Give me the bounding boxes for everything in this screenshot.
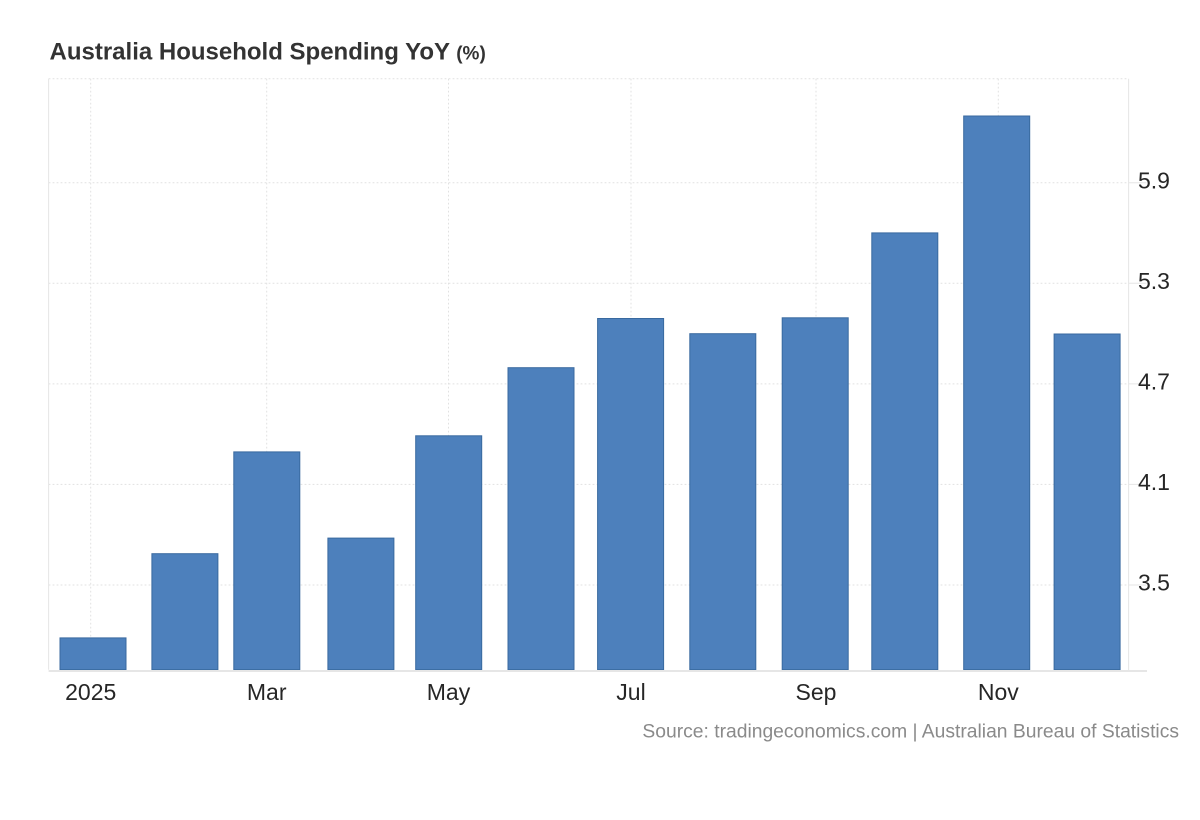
svg-text:2025: 2025	[65, 679, 116, 705]
svg-text:Mar: Mar	[247, 679, 287, 705]
svg-text:4.7: 4.7	[1138, 368, 1170, 394]
svg-text:5.9: 5.9	[1138, 167, 1170, 193]
svg-text:Sep: Sep	[796, 679, 837, 705]
svg-text:Australia Household Spending Y: Australia Household Spending YoY (%)	[50, 39, 486, 66]
svg-text:May: May	[427, 679, 471, 705]
svg-text:Nov: Nov	[978, 679, 1019, 705]
svg-text:Source: tradingeconomics.com |: Source: tradingeconomics.com | Australia…	[642, 722, 1179, 743]
svg-text:4.1: 4.1	[1138, 469, 1170, 495]
svg-text:Jul: Jul	[616, 679, 645, 705]
svg-text:5.3: 5.3	[1138, 268, 1170, 294]
svg-text:3.5: 3.5	[1138, 570, 1170, 596]
